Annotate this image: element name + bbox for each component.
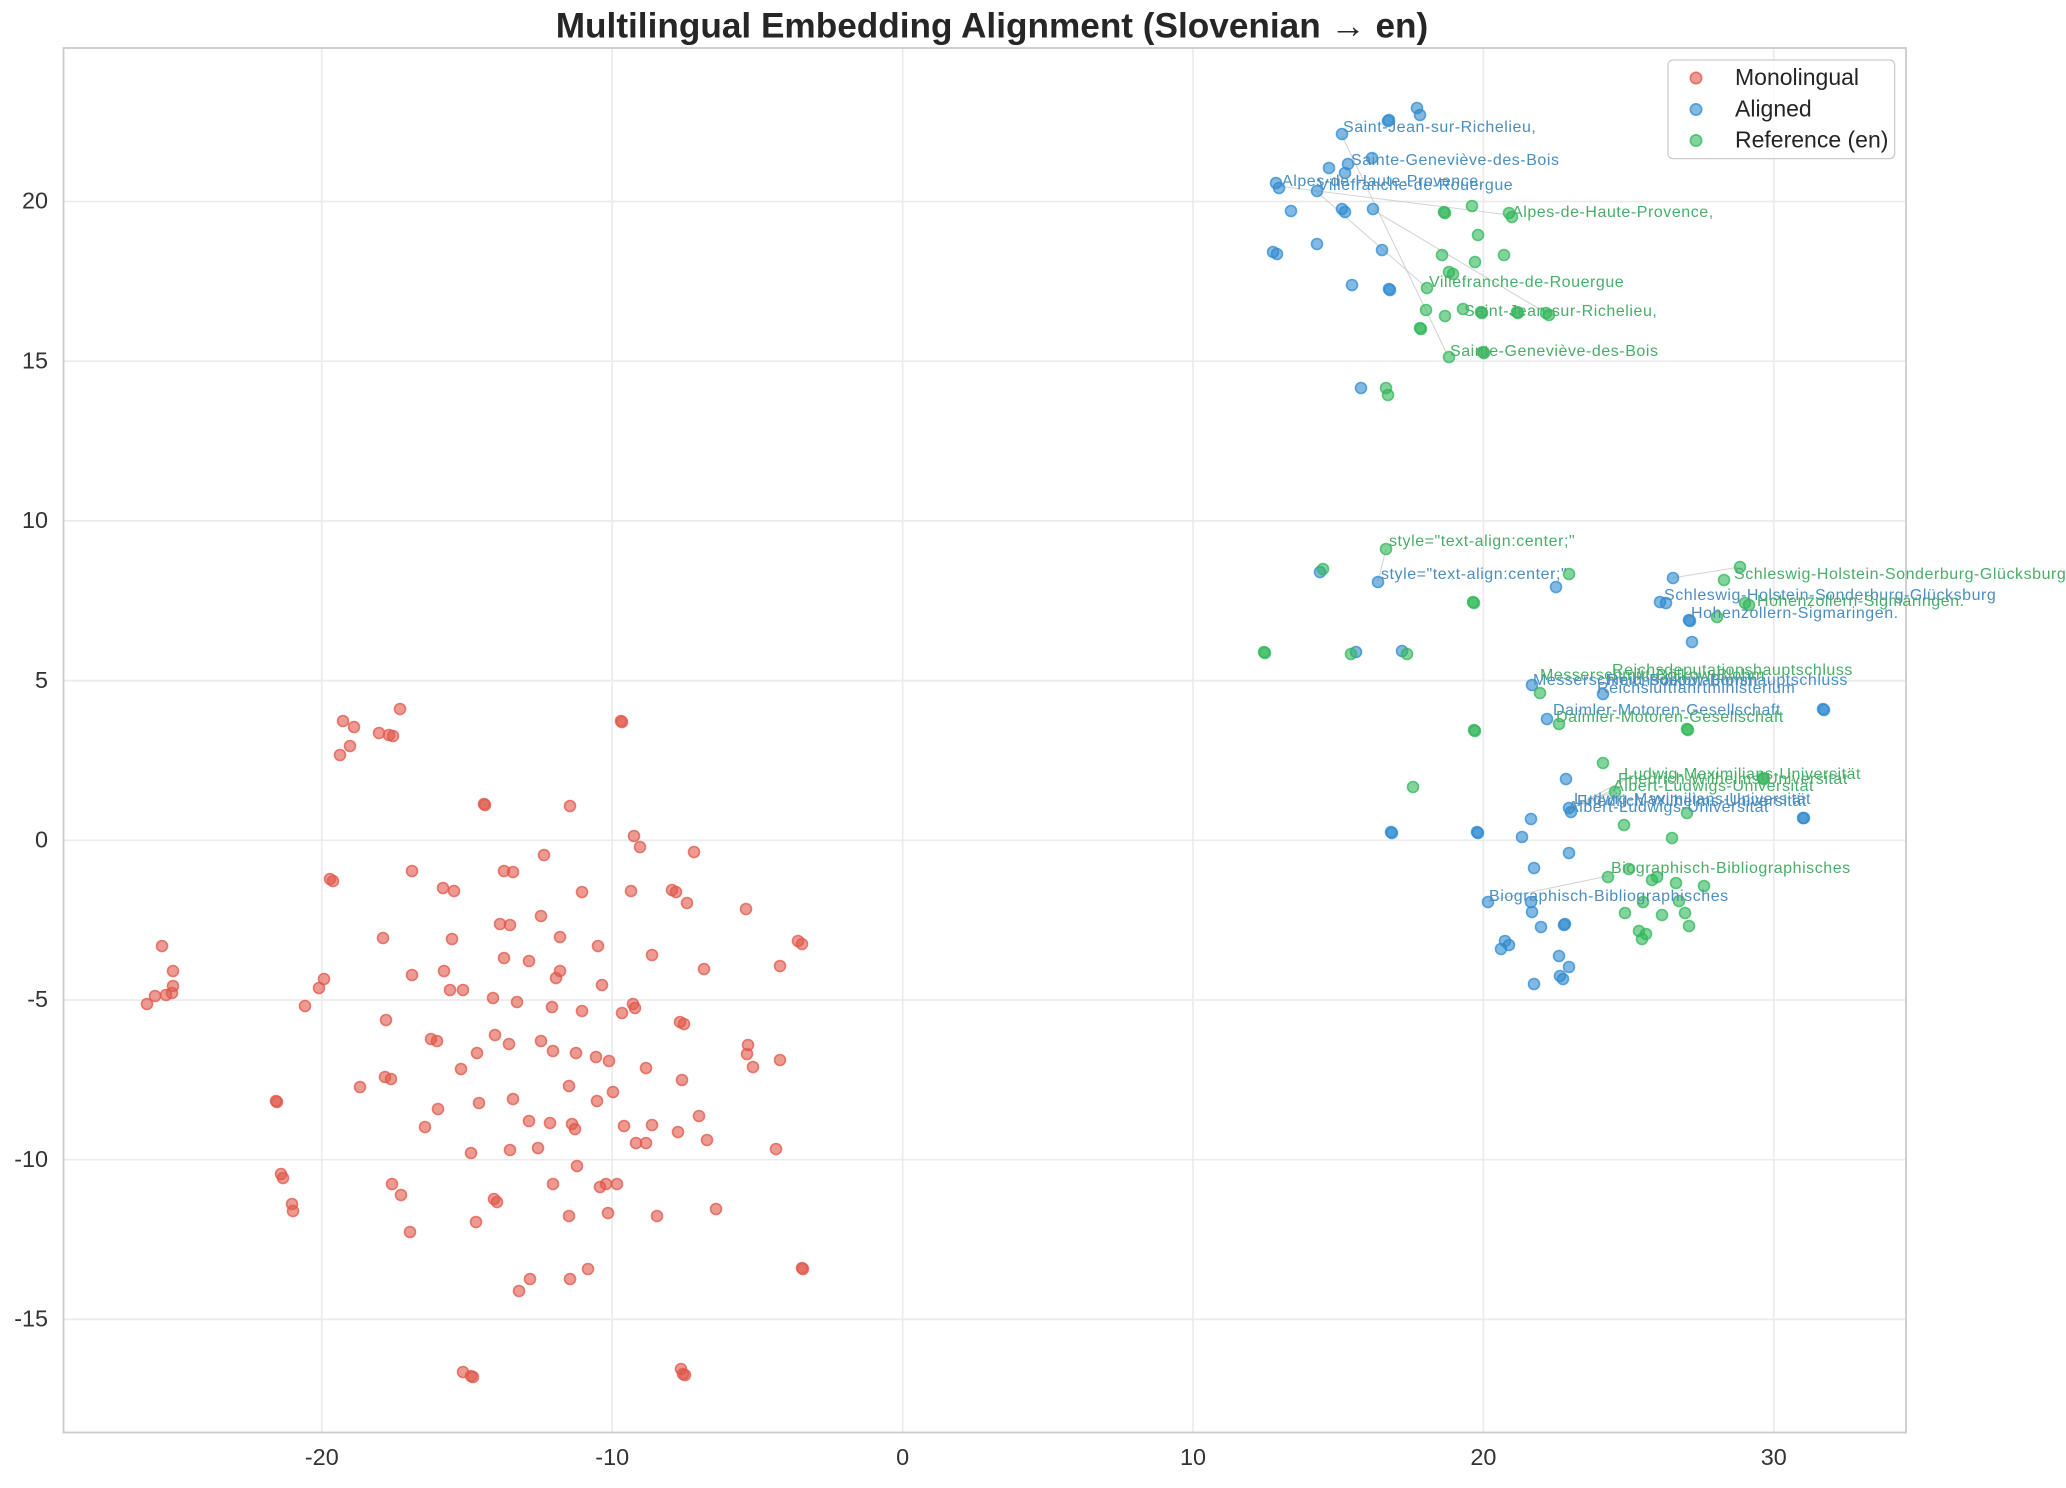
svg-text:Multilingual Embedding Alignme: Multilingual Embedding Alignment (Sloven… [556, 6, 1429, 45]
svg-text:-20: -20 [305, 1444, 339, 1470]
svg-text:Sainte-Geneviève-des-Bois: Sainte-Geneviève-des-Bois [1450, 343, 1659, 360]
svg-text:Albert-Ludwigs-Universität: Albert-Ludwigs-Universität [1613, 778, 1814, 795]
svg-text:Reichsdeputationshauptschluss: Reichsdeputationshauptschluss [1607, 672, 1848, 689]
svg-text:Alpes-de-Haute-Provence,: Alpes-de-Haute-Provence, [1282, 173, 1484, 190]
svg-text:20: 20 [22, 188, 48, 214]
svg-text:5: 5 [35, 667, 48, 693]
svg-text:Ludwig-Maximilians-Universität: Ludwig-Maximilians-Universität [1574, 791, 1811, 808]
svg-text:style="text-align:center;": style="text-align:center;" [1389, 533, 1575, 550]
svg-text:Hohenzollern-Sigmaringen.: Hohenzollern-Sigmaringen. [1757, 593, 1965, 610]
svg-text:Reichsdeputationshauptschluss: Reichsdeputationshauptschluss [1612, 662, 1853, 679]
svg-text:30: 30 [1761, 1444, 1787, 1470]
svg-text:0: 0 [896, 1444, 909, 1470]
svg-text:Messerschmitt-Bölkow-Blohm: Messerschmitt-Bölkow-Blohm [1533, 672, 1758, 689]
svg-text:Reference (en): Reference (en) [1735, 127, 1888, 153]
svg-text:Reichsluftfahrtministerium: Reichsluftfahrtministerium [1597, 680, 1795, 697]
svg-text:Messerschmitt-Bölkow-Blohm: Messerschmitt-Bölkow-Blohm [1540, 667, 1765, 684]
svg-text:Ludwig-Maximilians-Universität: Ludwig-Maximilians-Universität [1624, 766, 1861, 783]
svg-text:Daimler-Motoren-Gesellschaft: Daimler-Motoren-Gesellschaft [1556, 709, 1784, 726]
svg-text:Monolingual: Monolingual [1735, 64, 1859, 90]
svg-text:Saint-Jean-sur-Richelieu,: Saint-Jean-sur-Richelieu, [1343, 119, 1536, 136]
svg-text:15: 15 [22, 347, 48, 373]
svg-text:Friedrich-Wilhelms-Universität: Friedrich-Wilhelms-Universität [1577, 793, 1807, 810]
svg-text:Friedrich-Wilhelms-Universität: Friedrich-Wilhelms-Universität [1618, 771, 1848, 788]
svg-text:Schleswig-Holstein-Sonderburg-: Schleswig-Holstein-Sonderburg-Glücksburg [1734, 566, 2066, 583]
svg-text:20: 20 [1470, 1444, 1496, 1470]
svg-text:Hohenzollern-Sigmaringen.: Hohenzollern-Sigmaringen. [1691, 605, 1899, 622]
svg-text:Schleswig-Holstein-Sonderburg-: Schleswig-Holstein-Sonderburg-Glücksburg [1664, 587, 1996, 604]
svg-text:Daimler-Motoren-Gesellschaft: Daimler-Motoren-Gesellschaft [1553, 702, 1781, 719]
svg-text:Alpes-de-Haute-Provence,: Alpes-de-Haute-Provence, [1512, 204, 1714, 221]
svg-text:Biographisch-Bibliographisches: Biographisch-Bibliographisches [1611, 860, 1851, 877]
svg-text:Villefranche-de-Rouergue: Villefranche-de-Rouergue [1318, 177, 1513, 194]
svg-text:Aligned: Aligned [1735, 96, 1812, 122]
svg-text:Sainte-Geneviève-des-Bois: Sainte-Geneviève-des-Bois [1351, 152, 1560, 169]
svg-text:Villefranche-de-Rouergue: Villefranche-de-Rouergue [1429, 274, 1624, 291]
svg-text:Saint-Jean-sur-Richelieu,: Saint-Jean-sur-Richelieu, [1464, 303, 1657, 320]
svg-text:Albert-Ludwigs-Universität: Albert-Ludwigs-Universität [1568, 799, 1769, 816]
svg-text:-15: -15 [14, 1306, 48, 1332]
svg-text:-5: -5 [27, 986, 48, 1012]
svg-text:style="text-align:center;": style="text-align:center;" [1381, 566, 1567, 583]
svg-text:-10: -10 [595, 1444, 629, 1470]
svg-text:-10: -10 [14, 1146, 48, 1172]
svg-text:Biographisch-Bibliographisches: Biographisch-Bibliographisches [1489, 888, 1729, 905]
svg-text:0: 0 [35, 826, 48, 852]
svg-text:10: 10 [1180, 1444, 1206, 1470]
svg-text:10: 10 [22, 507, 48, 533]
